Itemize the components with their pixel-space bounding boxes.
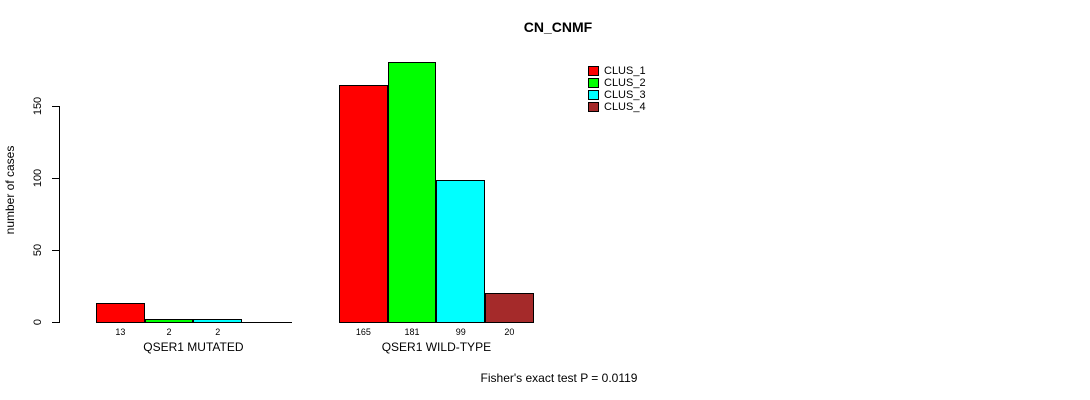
legend-item-CLUS_4: CLUS_4	[588, 101, 646, 113]
y-axis-tick	[52, 322, 59, 323]
category-label: QSER1 WILD-TYPE	[381, 340, 492, 354]
y-axis-tick	[52, 106, 59, 108]
chart-title: CN_CNMF	[523, 19, 593, 35]
bar-value-label: 181	[404, 327, 420, 337]
y-axis-tick-label: 100	[32, 169, 44, 188]
bar-CLUS_2	[144, 319, 194, 323]
legend-swatch-icon	[588, 90, 599, 100]
y-axis-tick-label: 0	[32, 318, 44, 326]
category-label: QSER1 MUTATED	[143, 340, 244, 354]
legend-label: CLUS_1	[604, 65, 646, 77]
legend-item-CLUS_3: CLUS_3	[588, 89, 646, 101]
bar-CLUS_1	[96, 303, 145, 323]
legend-label: CLUS_3	[604, 89, 646, 101]
bar-CLUS_1	[339, 84, 388, 323]
bar-value-label: 20	[504, 327, 515, 337]
y-axis-line	[59, 106, 60, 323]
legend-label: CLUS_2	[604, 77, 646, 89]
footnote-pvalue: Fisher's exact test P = 0.0119	[480, 371, 638, 385]
legend: CLUS_1 CLUS_2 CLUS_3 CLUS_4	[588, 65, 646, 113]
bar-value-label: 2	[215, 327, 221, 337]
y-axis-tick-label: 50	[32, 244, 44, 257]
bar-CLUS_4	[485, 293, 534, 323]
y-axis-tick	[52, 178, 59, 180]
bar-value-label: 2	[166, 327, 172, 337]
legend-swatch-icon	[588, 102, 599, 112]
bar-value-label: 99	[455, 327, 466, 337]
bar-value-label: 13	[115, 327, 126, 337]
bar-CLUS_4-zero	[242, 322, 292, 323]
legend-label: CLUS_4	[604, 101, 646, 113]
bar-CLUS_3	[436, 179, 486, 323]
bar-value-label: 165	[355, 327, 371, 337]
legend-item-CLUS_1: CLUS_1	[588, 65, 646, 77]
legend-swatch-icon	[588, 66, 599, 76]
bar-CLUS_2	[387, 61, 437, 323]
y-axis-tick	[52, 250, 59, 252]
legend-swatch-icon	[588, 78, 599, 88]
y-axis-label: number of cases	[3, 145, 17, 235]
bar-CLUS_3	[193, 319, 243, 323]
y-axis-tick-label: 150	[32, 97, 44, 116]
legend-item-CLUS_2: CLUS_2	[588, 77, 646, 89]
